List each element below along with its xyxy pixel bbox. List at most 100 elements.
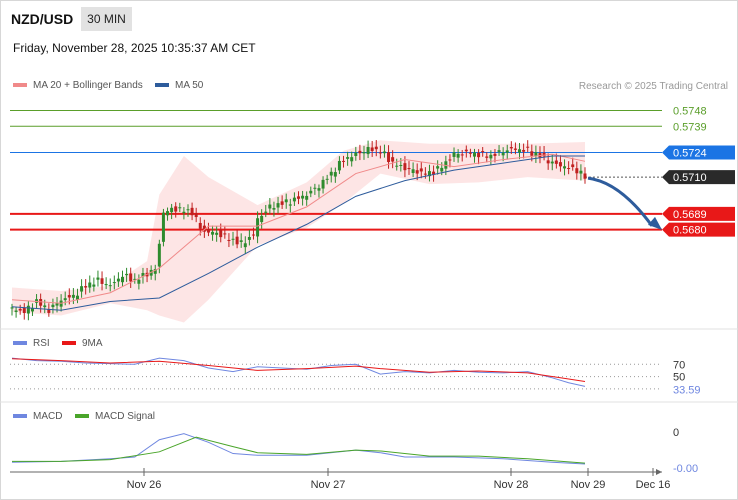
candle-body bbox=[526, 146, 530, 148]
candle-body bbox=[141, 273, 145, 277]
rsi-tick-label: 50 bbox=[673, 372, 685, 384]
candle-body bbox=[550, 161, 554, 164]
rsi-ma-line bbox=[11, 358, 586, 382]
candle-body bbox=[219, 230, 223, 238]
timeframe-button[interactable]: 30 MIN bbox=[81, 7, 132, 31]
candle-body bbox=[121, 276, 125, 283]
candle-body bbox=[18, 308, 22, 311]
candle-body bbox=[534, 152, 538, 156]
candle-body bbox=[354, 152, 358, 157]
candle-body bbox=[297, 196, 300, 199]
candle-body bbox=[366, 146, 370, 155]
level-label-support: 0.5680 bbox=[673, 225, 707, 237]
candle-body bbox=[497, 150, 501, 152]
candle-body bbox=[407, 167, 411, 170]
candle-body bbox=[427, 171, 431, 177]
candle-body bbox=[239, 240, 243, 242]
candle-body bbox=[489, 154, 493, 159]
candle-body bbox=[546, 160, 550, 164]
candle-body bbox=[477, 152, 481, 158]
candle-body bbox=[43, 305, 47, 308]
candle-body bbox=[96, 277, 100, 280]
symbol-title: NZD/USD bbox=[11, 11, 74, 27]
candle-body bbox=[419, 168, 423, 172]
x-axis-label: Nov 26 bbox=[127, 479, 162, 491]
candle-body bbox=[460, 154, 464, 156]
candle-body bbox=[243, 243, 247, 248]
legend-ma50-swatch bbox=[155, 83, 169, 88]
candle-body bbox=[71, 294, 75, 298]
macd-tick-label: 0 bbox=[673, 427, 679, 439]
legend-ma50: MA 50 bbox=[155, 80, 203, 91]
candle-body bbox=[223, 233, 227, 235]
candle-body bbox=[464, 149, 468, 152]
ma50-line bbox=[11, 155, 585, 311]
candle-body bbox=[108, 285, 112, 287]
level-label-current: 0.5710 bbox=[673, 172, 707, 184]
candle-body bbox=[14, 310, 18, 312]
candle-body bbox=[493, 153, 497, 156]
candle-body bbox=[247, 236, 251, 240]
candle-body bbox=[202, 225, 206, 232]
ma20-line bbox=[11, 153, 586, 304]
candle-body bbox=[215, 232, 219, 235]
legend-rsi: RSI bbox=[13, 338, 50, 349]
projection-arrow bbox=[587, 176, 654, 227]
candle-body bbox=[22, 307, 26, 314]
candle-body bbox=[358, 150, 362, 154]
candle-body bbox=[39, 298, 43, 306]
x-axis-label: Nov 27 bbox=[311, 479, 346, 491]
legend-macd-label: MACD bbox=[33, 411, 63, 422]
candle-body bbox=[325, 178, 329, 180]
legend-ma50-label: MA 50 bbox=[175, 80, 204, 91]
legend-ma20-label: MA 20 + Bollinger Bands bbox=[33, 80, 143, 91]
candle-body bbox=[317, 188, 321, 191]
candle-body bbox=[264, 211, 268, 213]
candle-body bbox=[153, 269, 157, 274]
candle-body bbox=[112, 282, 116, 284]
candle-body bbox=[518, 149, 522, 153]
candle-body bbox=[84, 286, 88, 288]
candle-body bbox=[125, 273, 129, 276]
candle-body bbox=[292, 197, 296, 202]
candle-body bbox=[399, 164, 403, 166]
level-tag-current bbox=[662, 170, 735, 185]
candle-body bbox=[329, 171, 333, 176]
legend-rsi-ma-swatch bbox=[62, 341, 76, 346]
datetime-label: Friday, November 28, 2025 10:35:37 AM CE… bbox=[13, 41, 256, 55]
candle-body bbox=[554, 160, 558, 164]
candle-body bbox=[415, 170, 419, 174]
credit-label: Research © 2025 Trading Central bbox=[578, 81, 728, 92]
candle-body bbox=[321, 179, 325, 189]
candle-body bbox=[92, 284, 96, 287]
candle-body bbox=[227, 239, 231, 241]
level-tag-support bbox=[662, 222, 735, 237]
candle-body bbox=[452, 152, 456, 157]
candle-body bbox=[333, 172, 337, 177]
candle-body bbox=[231, 238, 235, 240]
candle-body bbox=[161, 212, 165, 242]
macd-line bbox=[11, 433, 586, 465]
candle-body bbox=[513, 148, 517, 150]
candle-body bbox=[542, 152, 546, 157]
candle-body bbox=[88, 282, 92, 288]
candle-body bbox=[440, 167, 444, 172]
candle-body bbox=[485, 156, 489, 158]
candle-body bbox=[342, 160, 346, 162]
candle-body bbox=[432, 171, 436, 175]
candle-body bbox=[47, 309, 51, 313]
candle-body bbox=[370, 147, 374, 152]
legend-macd-swatch bbox=[13, 414, 27, 419]
candle-body bbox=[186, 209, 190, 211]
legend-rsi-ma: 9MA bbox=[62, 338, 103, 349]
candle-body bbox=[268, 204, 272, 209]
candle-body bbox=[378, 152, 382, 154]
candle-body bbox=[567, 168, 571, 170]
legend-rsi-label: RSI bbox=[33, 338, 50, 349]
candle-body bbox=[100, 278, 104, 284]
candle-body bbox=[26, 305, 30, 314]
candle-body bbox=[80, 286, 84, 292]
candle-body bbox=[30, 308, 34, 312]
level-label-resistance: 0.5748 bbox=[673, 106, 707, 118]
